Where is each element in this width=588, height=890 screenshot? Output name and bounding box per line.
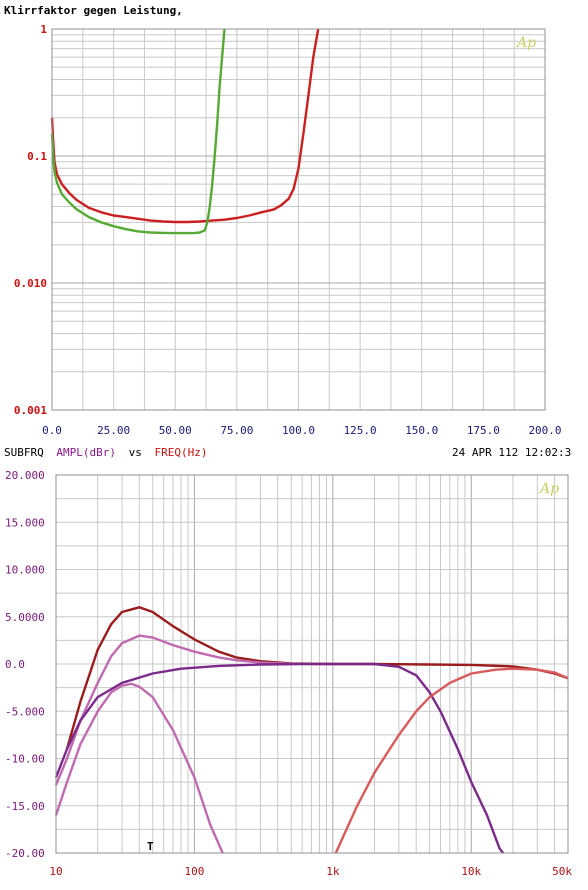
x-tick-label: 100 — [184, 865, 204, 878]
grid — [55, 474, 569, 854]
series-line-1 — [50, 28, 320, 224]
plot-frame — [55, 474, 569, 854]
x-tick-label: 25.00 — [97, 424, 130, 437]
thd-vs-power-chart: Klirrfaktor gegen Leistung, 10.10.0100.0… — [4, 4, 562, 437]
y-tick-labels: 1 0.1 0.010 0.001 — [14, 23, 48, 417]
y-tick-label: -15.00 — [5, 800, 45, 813]
ap-logo: Ap — [515, 35, 536, 51]
y-tick-label: -20.00 — [5, 847, 45, 860]
x-tick-label: 50k — [552, 865, 572, 878]
x-tick-label: 1k — [326, 865, 340, 878]
ap-logo: Ap — [538, 481, 559, 497]
y-tick-label: 10.000 — [5, 564, 45, 577]
y-tick-label: -10.00 — [5, 753, 45, 766]
subwoofer-frequency-response-chart: SUBFRQ AMPL(dBr) vs FREQ(Hz) 24 APR 112 … — [4, 446, 572, 878]
grid — [51, 29, 546, 411]
header-freq-label: FREQ(Hz) — [154, 446, 207, 459]
x-tick-label: 200.0 — [528, 424, 561, 437]
x-tick-labels: 10 100 1k 10k 50k — [49, 865, 572, 878]
y-tick-label: 15.000 — [5, 516, 45, 529]
series-line-2 — [50, 28, 226, 235]
series-group — [54, 606, 569, 854]
y-tick-label: 5.0000 — [5, 611, 45, 624]
header-datetime: 24 APR 112 12:02:3 — [452, 446, 571, 459]
header-ampl-label: AMPL(dBr) — [56, 446, 116, 459]
y-tick-label: 0.001 — [14, 404, 47, 417]
series-line-4 — [54, 662, 505, 854]
series-group — [50, 28, 320, 235]
x-tick-labels: 0.0 25.00 50.00 75.00 100.0 125.0 150.0 175.0 20… — [42, 424, 562, 437]
chart-title: Klirrfaktor gegen Leistung, — [4, 4, 183, 17]
cursor-marker: T — [147, 840, 154, 853]
y-tick-label: 0.1 — [27, 150, 47, 163]
chart-header: SUBFRQ AMPL(dBr) vs FREQ(Hz) — [4, 446, 207, 459]
series-line-5 — [334, 667, 569, 854]
series-line-1 — [65, 606, 569, 750]
plot-frame — [51, 28, 546, 411]
x-tick-label: 50.00 — [159, 424, 192, 437]
header-vs: vs — [129, 446, 142, 459]
x-tick-label: 175.0 — [467, 424, 500, 437]
x-tick-label: 100.0 — [282, 424, 315, 437]
y-tick-label: 20.000 — [5, 469, 45, 482]
x-tick-label: 75.00 — [220, 424, 253, 437]
y-tick-label: 1 — [40, 23, 47, 36]
y-tick-label: 0.010 — [14, 277, 47, 290]
x-tick-label: 125.0 — [344, 424, 377, 437]
x-tick-label: 10k — [461, 865, 481, 878]
x-tick-label: 150.0 — [405, 424, 438, 437]
series-line-3 — [54, 682, 224, 854]
y-tick-label: -5.000 — [5, 705, 45, 718]
y-tick-labels: 20.000 15.000 10.000 5.0000 0.0 -5.000 -10.00 -… — [5, 469, 45, 860]
x-tick-label: 10 — [49, 865, 62, 878]
x-tick-label: 0.0 — [42, 424, 62, 437]
header-prefix: SUBFRQ — [4, 446, 44, 459]
y-tick-label: 0.0 — [5, 658, 25, 671]
